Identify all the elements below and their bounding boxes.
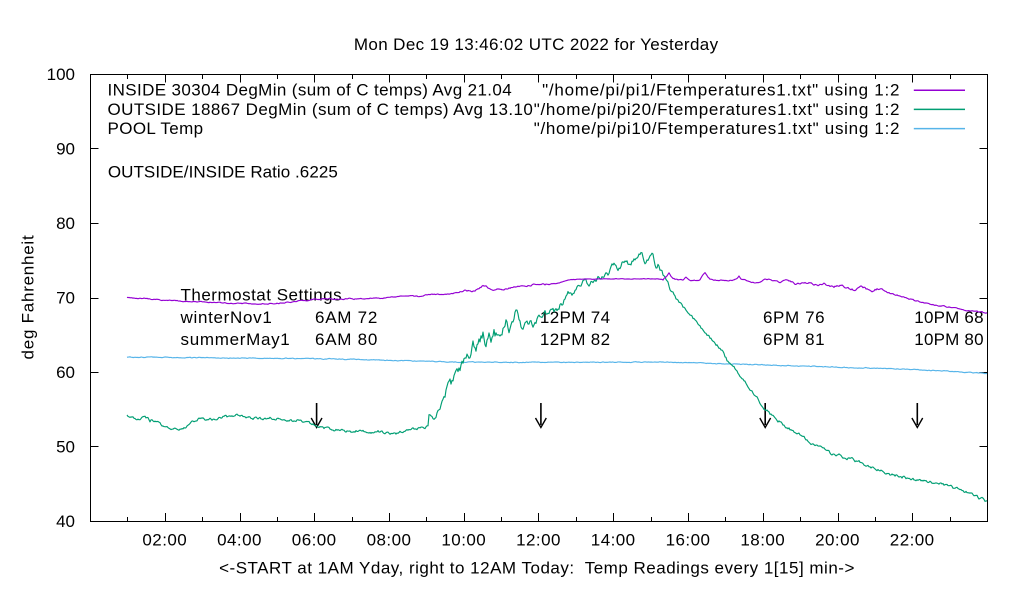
svg-text:08:00: 08:00: [367, 531, 412, 550]
svg-text:INSIDE 30304 DegMin (sum of C: INSIDE 30304 DegMin (sum of C temps) Avg…: [108, 81, 513, 100]
svg-text:10PM 68: 10PM 68: [914, 308, 983, 327]
svg-text:60: 60: [56, 363, 75, 382]
svg-text:OUTSIDE 18867 DegMin (sum of C: OUTSIDE 18867 DegMin (sum of C temps) Av…: [108, 100, 534, 119]
svg-text:04:00: 04:00: [217, 531, 262, 550]
svg-text:summerMay1: summerMay1: [181, 330, 291, 349]
svg-text:20:00: 20:00: [815, 531, 860, 550]
svg-text:6AM 72: 6AM 72: [315, 308, 378, 327]
svg-text:6AM 80: 6AM 80: [315, 330, 378, 349]
svg-text:02:00: 02:00: [142, 531, 187, 550]
svg-text:"/home/pi/pi10/Ftemperatures1.: "/home/pi/pi10/Ftemperatures1.txt" using…: [534, 119, 900, 138]
svg-text:18:00: 18:00: [740, 531, 785, 550]
svg-text:16:00: 16:00: [666, 531, 711, 550]
svg-text:90: 90: [56, 140, 75, 159]
svg-text:12:00: 12:00: [516, 531, 561, 550]
svg-text:12PM 82: 12PM 82: [540, 330, 611, 349]
svg-text:<-START at 1AM Yday, right to: <-START at 1AM Yday, right to 12AM Today…: [219, 559, 855, 578]
svg-text:80: 80: [56, 214, 75, 233]
svg-text:40: 40: [56, 512, 75, 531]
svg-text:14:00: 14:00: [591, 531, 636, 550]
svg-text:Mon Dec 19 13:46:02 UTC 2022 f: Mon Dec 19 13:46:02 UTC 2022 for Yesterd…: [354, 35, 719, 54]
svg-text:6PM 76: 6PM 76: [763, 308, 825, 327]
svg-text:10:00: 10:00: [441, 531, 486, 550]
svg-text:06:00: 06:00: [292, 531, 337, 550]
svg-text:POOL Temp: POOL Temp: [108, 119, 204, 138]
svg-text:"/home/pi/pi1/Ftemperatures1.t: "/home/pi/pi1/Ftemperatures1.txt" using …: [542, 81, 900, 100]
svg-text:70: 70: [56, 289, 75, 308]
svg-text:50: 50: [56, 438, 75, 457]
svg-text:OUTSIDE/INSIDE Ratio .6225: OUTSIDE/INSIDE Ratio .6225: [108, 162, 338, 181]
svg-text:10PM 80: 10PM 80: [914, 330, 983, 349]
svg-text:12PM 74: 12PM 74: [540, 308, 611, 327]
svg-text:deg Fahrenheit: deg Fahrenheit: [19, 235, 38, 360]
svg-text:"/home/pi/pi20/Ftemperatures1.: "/home/pi/pi20/Ftemperatures1.txt" using…: [534, 100, 900, 119]
svg-text:22:00: 22:00: [890, 531, 935, 550]
svg-text:Thermostat Settings: Thermostat Settings: [181, 285, 343, 304]
svg-text:6PM 81: 6PM 81: [763, 330, 825, 349]
svg-text:winterNov1: winterNov1: [180, 308, 273, 327]
svg-text:100: 100: [47, 65, 75, 84]
